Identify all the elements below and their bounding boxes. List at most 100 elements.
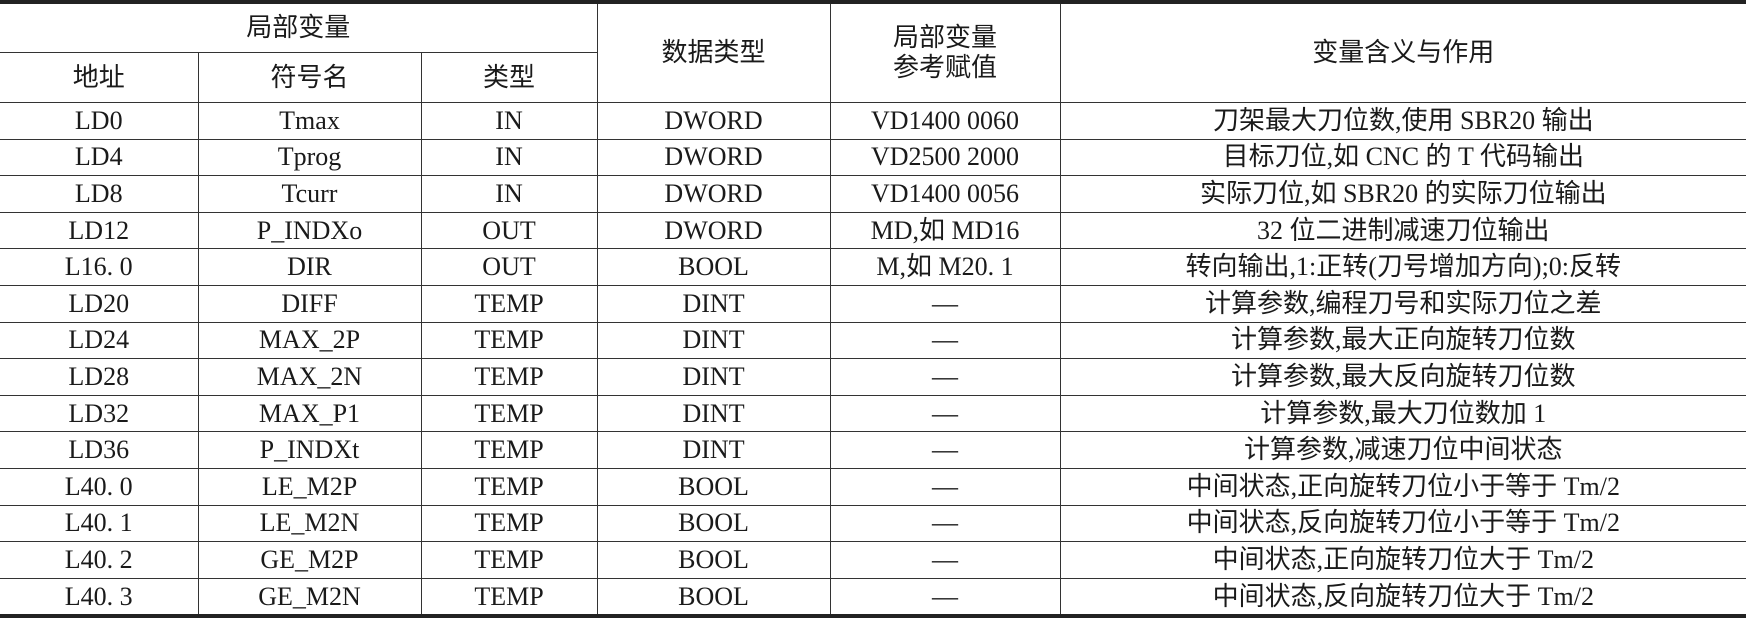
cell-data-type: DINT xyxy=(596,321,831,360)
cell-data-type: BOOL xyxy=(596,541,831,579)
cell-ref-value: — xyxy=(829,321,1061,360)
cell-address: L40. 0 xyxy=(0,467,199,506)
cell-symbol: LE_M2N xyxy=(197,504,422,543)
table-row: LD0 Tmax IN DWORD VD1400 0060 刀架最大刀位数,使用 SBR2… xyxy=(0,102,1746,140)
cell-type: TEMP xyxy=(420,321,598,360)
cell-address: LD4 xyxy=(0,138,199,177)
cell-symbol: DIFF xyxy=(197,284,422,323)
cell-symbol: LE_M2P xyxy=(197,467,422,506)
header-symbol: 符号名 xyxy=(197,52,422,103)
cell-type: TEMP xyxy=(420,541,598,579)
cell-type: TEMP xyxy=(420,431,598,469)
header-meaning: 变量含义与作用 xyxy=(1059,0,1746,103)
cell-type: IN xyxy=(420,175,598,213)
cell-ref-value: MD,如 MD16 xyxy=(829,211,1061,250)
cell-ref-value: VD1400 0060 xyxy=(829,102,1061,140)
cell-data-type: BOOL xyxy=(596,577,831,618)
cell-type: TEMP xyxy=(420,504,598,543)
cell-meaning: 中间状态,正向旋转刀位小于等于 Tm/2 xyxy=(1059,467,1746,506)
cell-meaning: 目标刀位,如 CNC 的 T 代码输出 xyxy=(1059,138,1746,177)
cell-data-type: BOOL xyxy=(596,504,831,543)
cell-ref-value: VD1400 0056 xyxy=(829,175,1061,213)
table-row: L16. 0 DIR OUT BOOL M,如 M20. 1 转向输出,1:正转(刀号增加… xyxy=(0,248,1746,286)
cell-meaning: 中间状态,正向旋转刀位大于 Tm/2 xyxy=(1059,541,1746,579)
cell-meaning: 中间状态,反向旋转刀位小于等于 Tm/2 xyxy=(1059,504,1746,543)
cell-symbol: MAX_P1 xyxy=(197,394,422,433)
cell-meaning: 计算参数,编程刀号和实际刀位之差 xyxy=(1059,284,1746,323)
cell-type: OUT xyxy=(420,211,598,250)
table-row: L40. 2 GE_M2P TEMP BOOL — 中间状态,正向旋转刀位大于 Tm/2 xyxy=(0,541,1746,579)
cell-ref-value: — xyxy=(829,394,1061,433)
cell-ref-value: — xyxy=(829,541,1061,579)
cell-address: LD20 xyxy=(0,284,199,323)
cell-symbol: GE_M2N xyxy=(197,577,422,618)
cell-meaning: 32 位二进制减速刀位输出 xyxy=(1059,211,1746,250)
cell-address: LD8 xyxy=(0,175,199,213)
cell-type: IN xyxy=(420,102,598,140)
cell-symbol: MAX_2N xyxy=(197,358,422,396)
header-data-type: 数据类型 xyxy=(596,0,831,103)
header-ref-value-line1: 局部变量 xyxy=(893,23,998,53)
table-row: LD24 MAX_2P TEMP DINT — 计算参数,最大正向旋转刀位数 xyxy=(0,321,1746,360)
cell-symbol: Tprog xyxy=(197,138,422,177)
cell-type: TEMP xyxy=(420,577,598,618)
header-type: 类型 xyxy=(420,52,598,103)
cell-address: L40. 2 xyxy=(0,541,199,579)
cell-symbol: Tcurr xyxy=(197,175,422,213)
table-row: LD4 Tprog IN DWORD VD2500 2000 目标刀位,如 CNC 的 T… xyxy=(0,138,1746,177)
cell-type: IN xyxy=(420,138,598,177)
cell-symbol: GE_M2P xyxy=(197,541,422,579)
cell-symbol: Tmax xyxy=(197,102,422,140)
header-ref-value-line2: 参考赋值 xyxy=(893,53,998,82)
table-row: LD36 P_INDXt TEMP DINT — 计算参数,减速刀位中间状态 xyxy=(0,431,1746,469)
cell-meaning: 刀架最大刀位数,使用 SBR20 输出 xyxy=(1059,102,1746,140)
table-row: L40. 1 LE_M2N TEMP BOOL — 中间状态,反向旋转刀位小于等于 Tm/… xyxy=(0,504,1746,543)
cell-symbol: DIR xyxy=(197,248,422,286)
cell-meaning: 计算参数,减速刀位中间状态 xyxy=(1059,431,1746,469)
cell-address: L16. 0 xyxy=(0,248,199,286)
cell-data-type: DWORD xyxy=(596,175,831,213)
table-row: L40. 0 LE_M2P TEMP BOOL — 中间状态,正向旋转刀位小于等于 Tm/… xyxy=(0,467,1746,506)
cell-type: TEMP xyxy=(420,284,598,323)
cell-ref-value: — xyxy=(829,358,1061,396)
cell-ref-value: VD2500 2000 xyxy=(829,138,1061,177)
cell-symbol: P_INDXo xyxy=(197,211,422,250)
cell-data-type: DWORD xyxy=(596,102,831,140)
cell-address: L40. 3 xyxy=(0,577,199,618)
cell-address: L40. 1 xyxy=(0,504,199,543)
cell-address: LD0 xyxy=(0,102,199,140)
cell-data-type: BOOL xyxy=(596,467,831,506)
cell-type: TEMP xyxy=(420,394,598,433)
table-row: LD20 DIFF TEMP DINT — 计算参数,编程刀号和实际刀位之差 xyxy=(0,284,1746,323)
table-row: LD12 P_INDXo OUT DWORD MD,如 MD16 32 位二进制减速刀位输… xyxy=(0,211,1746,250)
cell-meaning: 中间状态,反向旋转刀位大于 Tm/2 xyxy=(1059,577,1746,618)
header-row-2: 地址 符号名 类型 xyxy=(0,52,1746,103)
cell-symbol: MAX_2P xyxy=(197,321,422,360)
cell-ref-value: M,如 M20. 1 xyxy=(829,248,1061,286)
cell-ref-value: — xyxy=(829,504,1061,543)
cell-type: TEMP xyxy=(420,467,598,506)
cell-data-type: DINT xyxy=(596,431,831,469)
table-row: LD8 Tcurr IN DWORD VD1400 0056 实际刀位,如 SBR20 的… xyxy=(0,175,1746,213)
cell-address: LD12 xyxy=(0,211,199,250)
header-ref-value: 局部变量 参考赋值 xyxy=(829,0,1061,103)
cell-meaning: 计算参数,最大正向旋转刀位数 xyxy=(1059,321,1746,360)
cell-meaning: 实际刀位,如 SBR20 的实际刀位输出 xyxy=(1059,175,1746,213)
cell-type: TEMP xyxy=(420,358,598,396)
cell-data-type: BOOL xyxy=(596,248,831,286)
header-address: 地址 xyxy=(0,52,199,103)
cell-data-type: DWORD xyxy=(596,138,831,177)
cell-data-type: DINT xyxy=(596,358,831,396)
cell-address: LD36 xyxy=(0,431,199,469)
cell-address: LD32 xyxy=(0,394,199,433)
cell-ref-value: — xyxy=(829,431,1061,469)
cell-data-type: DINT xyxy=(596,394,831,433)
cell-data-type: DWORD xyxy=(596,211,831,250)
table-row: L40. 3 GE_M2N TEMP BOOL — 中间状态,反向旋转刀位大于 Tm/2 xyxy=(0,577,1746,618)
cell-type: OUT xyxy=(420,248,598,286)
table-row: LD32 MAX_P1 TEMP DINT — 计算参数,最大刀位数加 1 xyxy=(0,394,1746,433)
cell-symbol: P_INDXt xyxy=(197,431,422,469)
cell-address: LD24 xyxy=(0,321,199,360)
cell-data-type: DINT xyxy=(596,284,831,323)
cell-meaning: 转向输出,1:正转(刀号增加方向);0:反转 xyxy=(1059,248,1746,286)
